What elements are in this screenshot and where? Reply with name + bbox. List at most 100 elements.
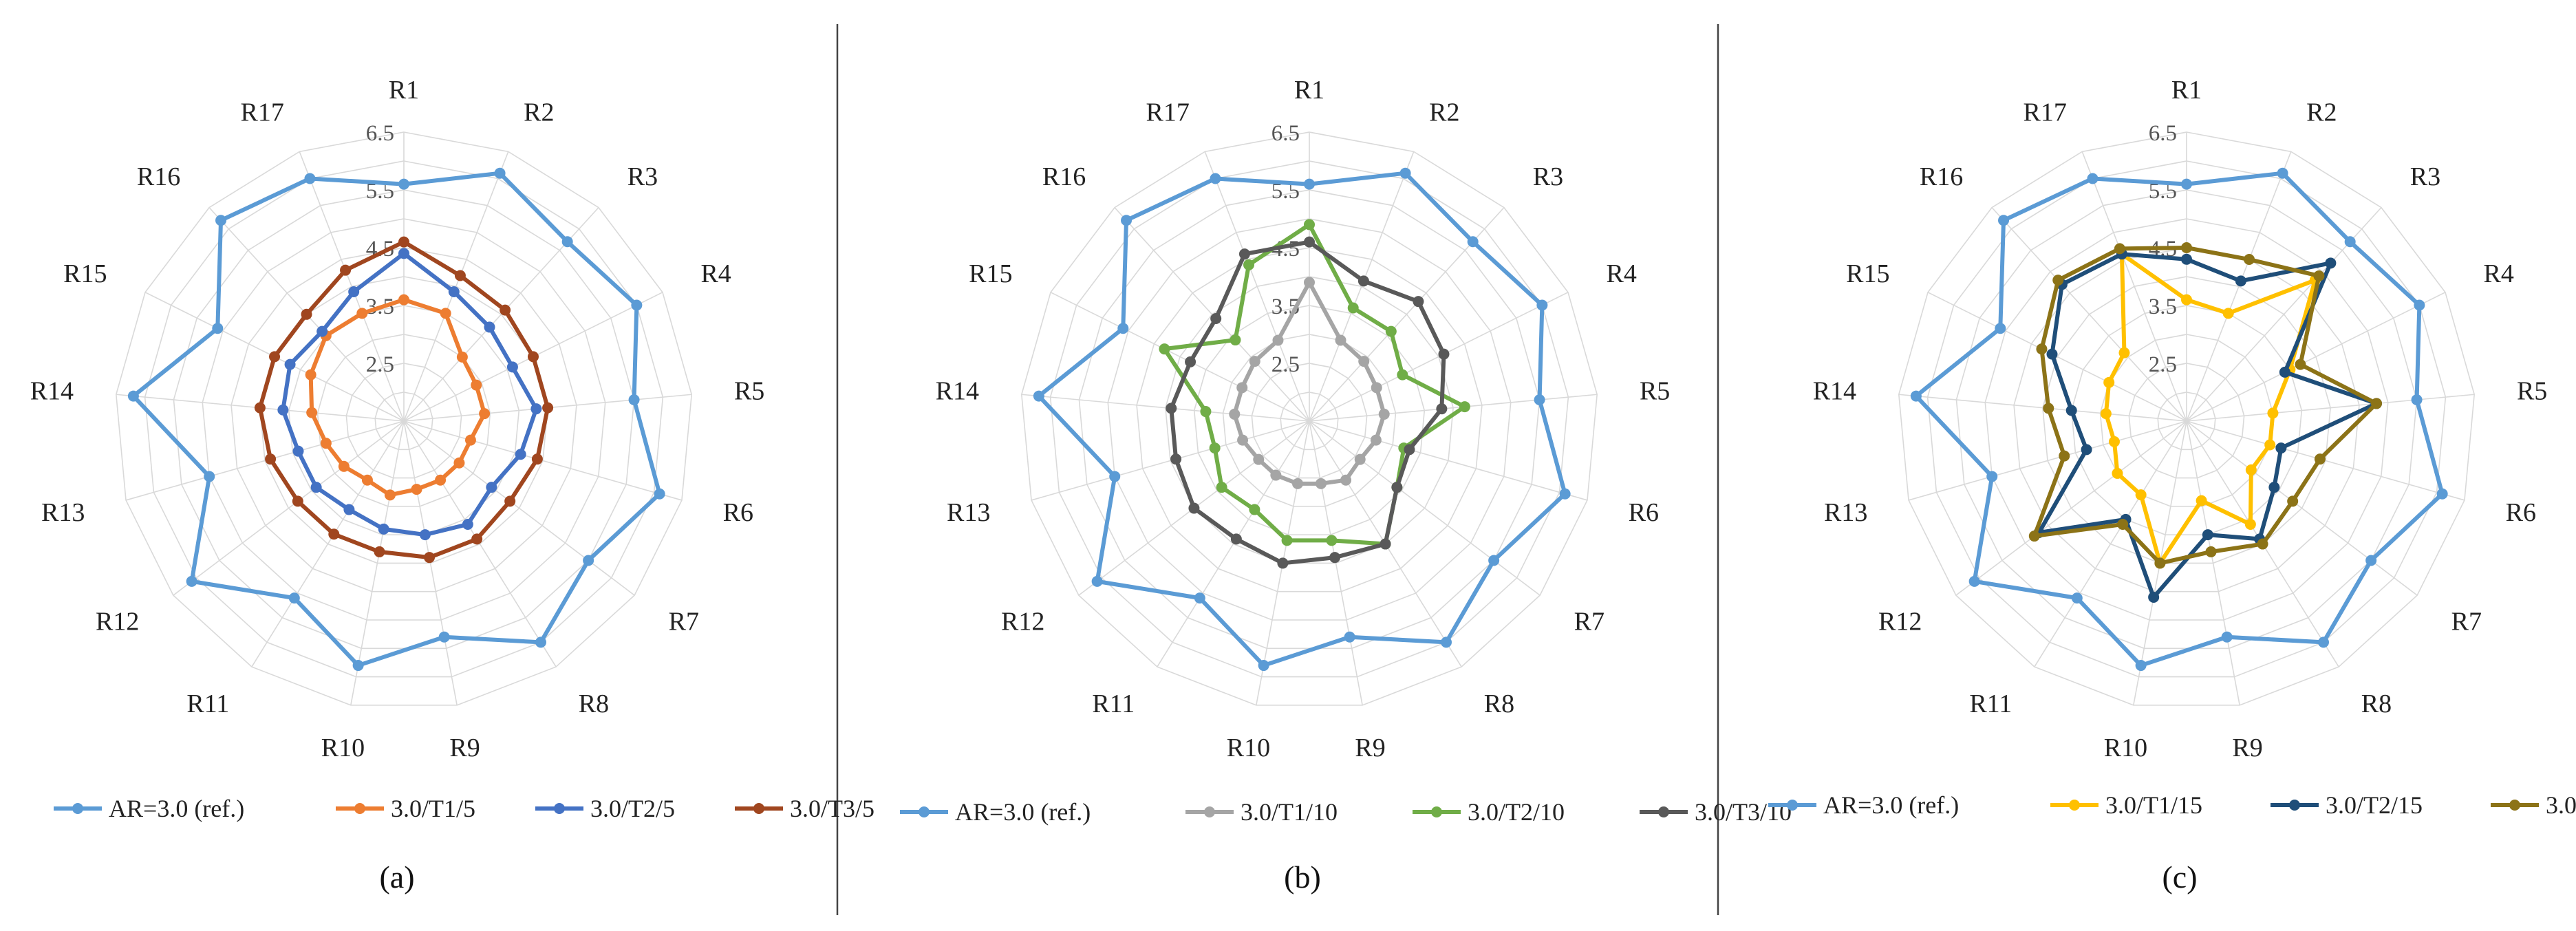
category-label-r15: R15 [63, 259, 107, 288]
legend-label: AR=3.0 (ref.) [109, 795, 244, 822]
data-point [2436, 488, 2448, 500]
grid-spoke [2186, 394, 2475, 422]
data-point [515, 449, 526, 460]
data-point [494, 167, 506, 179]
data-point [1117, 323, 1129, 334]
data-point [2043, 403, 2054, 414]
data-point [186, 575, 197, 587]
category-label-r13: R13 [1824, 498, 1867, 527]
category-label-r13: R13 [947, 498, 990, 527]
legend-entry: 3.0/T3/15 [2491, 791, 2576, 819]
legend-label: 3.0/T1/5 [391, 795, 475, 822]
data-point [2059, 450, 2070, 462]
category-label-r11: R11 [1969, 689, 2012, 718]
grid-ring [1020, 131, 1598, 706]
legend-label: 3.0/T1/10 [1241, 798, 1338, 826]
data-point [2264, 439, 2276, 451]
data-point [204, 471, 215, 482]
data-point [269, 351, 281, 363]
category-label-r3: R3 [627, 162, 658, 191]
grid-spoke [2186, 151, 2292, 422]
category-label-r3: R3 [1533, 162, 1563, 191]
data-point [1910, 390, 1922, 402]
data-point [1109, 471, 1121, 482]
data-point [464, 434, 476, 446]
data-point [2071, 592, 2083, 604]
data-point [471, 379, 482, 391]
series-line [1169, 239, 1446, 566]
grid-ring [202, 218, 606, 621]
data-point [1229, 408, 1241, 420]
legend-entry: 3.0/T1/10 [1185, 798, 1338, 826]
grid-spoke [2186, 292, 2446, 422]
legend-swatch-marker [1204, 806, 1215, 817]
data-point [486, 482, 497, 493]
grid-spoke [1021, 394, 1310, 422]
category-label-r16: R16 [137, 162, 180, 191]
legend-label: 3.0/T2/10 [1468, 798, 1565, 826]
series-1 [1910, 167, 2448, 672]
data-point [1995, 323, 2006, 334]
legend-entry: 3.0/T1/5 [336, 795, 475, 822]
legend-entry: 3.0/T3/5 [735, 795, 874, 822]
data-point [1249, 356, 1260, 367]
data-point [1357, 275, 1369, 287]
data-point [1459, 401, 1470, 413]
data-point [2087, 173, 2099, 184]
data-point [1326, 535, 1338, 546]
data-point [1347, 302, 1359, 314]
data-point [411, 484, 422, 495]
data-point [1270, 469, 1282, 481]
grid-ring [2013, 247, 2360, 592]
data-point [424, 552, 436, 564]
data-point [479, 408, 491, 420]
data-point [1340, 474, 1352, 486]
legend-entry: 3.0/T2/15 [2271, 791, 2423, 819]
data-point [1440, 636, 1452, 648]
data-point [2028, 531, 2040, 542]
data-point [292, 445, 304, 457]
data-point [340, 264, 352, 276]
data-point [2108, 436, 2120, 447]
data-point [2411, 394, 2423, 405]
category-label-r2: R2 [2306, 98, 2337, 127]
data-point [1315, 478, 1327, 489]
data-point [1371, 382, 1382, 394]
data-point [2154, 557, 2166, 569]
category-label-r12: R12 [1001, 607, 1044, 636]
data-point [215, 215, 227, 226]
series-4 [2028, 242, 2383, 569]
legend-label: AR=3.0 (ref.) [955, 798, 1091, 826]
grid-spoke [1114, 207, 1310, 422]
data-point [1488, 555, 1500, 566]
data-point [2196, 495, 2207, 506]
legend-swatch-marker [554, 803, 565, 814]
data-point [438, 631, 450, 643]
category-label-r1: R1 [1294, 76, 1324, 105]
data-point [277, 404, 289, 416]
data-point [1253, 453, 1265, 465]
category-label-r1: R1 [2171, 76, 2202, 105]
legend-entry: 3.0/T2/10 [1413, 798, 1565, 826]
data-point [500, 304, 511, 316]
category-label-r5: R5 [1640, 377, 1670, 406]
grid-ring [1193, 305, 1426, 535]
data-point [1404, 444, 1415, 456]
series-3 [277, 248, 542, 541]
grid-ring [2157, 392, 2216, 451]
tick-label: 3.5 [2149, 295, 2177, 319]
data-point [2317, 636, 2329, 648]
data-point [1249, 504, 1260, 515]
data-point [1559, 488, 1571, 500]
data-point [2135, 660, 2147, 672]
data-point [1304, 236, 1315, 248]
data-point [654, 488, 665, 500]
grid-spoke [1157, 420, 1310, 667]
grid-spoke [1991, 207, 2187, 422]
data-point [462, 518, 473, 530]
grid-ring [1898, 131, 2476, 706]
data-point [1091, 575, 1103, 587]
grid-spoke [1031, 420, 1310, 501]
grid-ring [2042, 276, 2331, 564]
data-point [1121, 215, 1133, 226]
